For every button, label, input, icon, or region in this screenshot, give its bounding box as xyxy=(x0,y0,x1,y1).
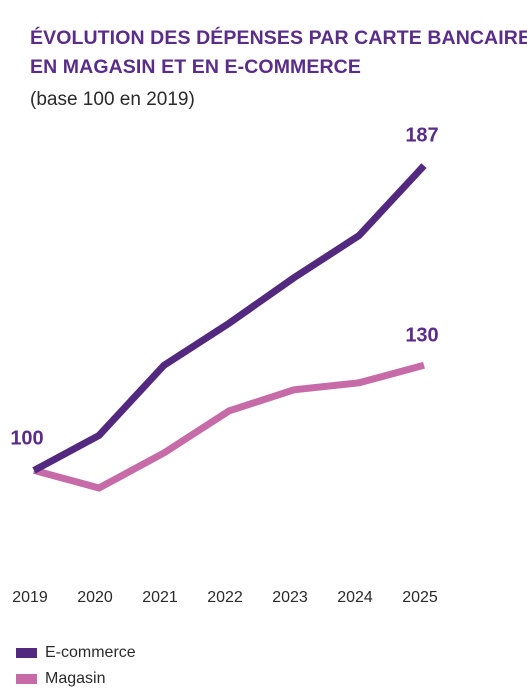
legend-item-magasin: Magasin xyxy=(16,666,136,692)
chart-title-line-2: EN MAGASIN ET EN E-COMMERCE xyxy=(30,56,361,78)
legend-label-ecommerce: E-commerce xyxy=(45,644,136,661)
chart-legend: E-commerce Magasin xyxy=(16,640,136,692)
chart-title-line-1: ÉVOLUTION DES DÉPENSES PAR CARTE BANCAIR… xyxy=(30,27,527,49)
start-label: 100 xyxy=(10,427,43,449)
x-tick-label-2025: 2025 xyxy=(402,589,438,606)
legend-swatch-ecommerce xyxy=(16,648,37,658)
legend-item-ecommerce: E-commerce xyxy=(16,640,136,666)
x-tick-label-2020: 2020 xyxy=(77,589,113,606)
series-line-e-commerce xyxy=(32,163,427,474)
x-tick-label-2019: 2019 xyxy=(12,589,48,606)
chart-subtitle: (base 100 en 2019) xyxy=(30,89,195,110)
end-label-e-commerce: 187 xyxy=(405,125,438,147)
x-tick-label-2024: 2024 xyxy=(337,589,373,606)
legend-label-magasin: Magasin xyxy=(45,670,106,687)
chart-title: ÉVOLUTION DES DÉPENSES PAR CARTE BANCAIR… xyxy=(30,24,527,82)
end-label-magasin: 130 xyxy=(405,324,438,346)
x-tick-label-2023: 2023 xyxy=(272,589,308,606)
x-tick-label-2022: 2022 xyxy=(207,589,243,606)
series-line-magasin xyxy=(33,361,425,492)
x-tick-label-2021: 2021 xyxy=(142,589,178,606)
legend-swatch-magasin xyxy=(16,674,37,684)
